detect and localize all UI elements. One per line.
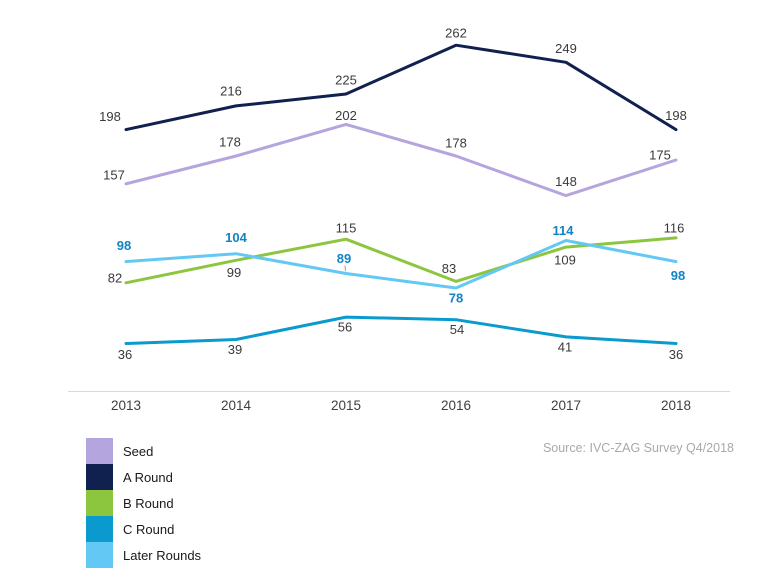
legend-item-later-rounds: Later Rounds	[86, 542, 201, 568]
data-label-later-rounds-2013: 98	[117, 238, 131, 253]
data-label-c-round-2016: 54	[450, 322, 464, 337]
data-label-a-round-2013: 198	[99, 109, 121, 124]
data-label-later-rounds-2017: 114	[553, 223, 575, 238]
source-caption: Source: IVC-ZAG Survey Q4/2018	[542, 441, 734, 455]
data-label-seed-2016: 178	[445, 136, 467, 151]
data-label-a-round-2016: 262	[445, 26, 467, 41]
data-label-later-rounds-2015: 89	[337, 251, 351, 266]
data-label-c-round-2014: 39	[228, 342, 242, 357]
legend-swatch-b-round	[86, 490, 113, 516]
legend-label-later-rounds: Later Rounds	[123, 547, 202, 563]
data-label-seed-2015: 202	[335, 108, 357, 123]
data-label-seed-2017: 148	[555, 174, 577, 189]
data-label-a-round-2015: 225	[335, 73, 357, 88]
data-label-b-round-2016: 83	[442, 261, 456, 276]
legend-swatch-c-round	[86, 516, 113, 542]
legend-swatch-a-round	[86, 464, 113, 490]
data-label-c-round-2013: 36	[118, 347, 132, 362]
x-axis-label-2014: 2014	[221, 398, 252, 413]
x-axis-label-2017: 2017	[551, 398, 581, 413]
legend-label-c-round: C Round	[123, 521, 175, 537]
chart-legend: Seed A Round B Round C Round Later Rounds	[86, 438, 201, 568]
legend-swatch-later-rounds	[86, 542, 113, 568]
series-line-a-round	[124, 43, 678, 132]
data-label-b-round-2017: 109	[554, 253, 576, 268]
legend-item-b-round: B Round	[86, 490, 201, 516]
legend-swatch-seed	[86, 438, 113, 464]
data-label-a-round-2018: 198	[665, 108, 687, 123]
data-label-seed-2018: 175	[649, 148, 671, 163]
data-label-b-round-2015: 115	[336, 221, 357, 236]
x-axis-label-2018: 2018	[661, 398, 691, 413]
series-line-c-round	[124, 315, 678, 345]
legend-label-a-round: A Round	[123, 469, 173, 485]
data-label-seed-2014: 178	[219, 135, 241, 150]
data-label-later-rounds-2016: 78	[449, 291, 463, 306]
series-line-b-round	[124, 236, 678, 285]
data-label-b-round-2014: 99	[227, 265, 241, 280]
legend-label-b-round: B Round	[123, 495, 174, 511]
data-label-c-round-2015: 56	[338, 320, 352, 335]
series-line-seed	[124, 122, 678, 198]
label-leader-line	[344, 265, 346, 272]
data-label-c-round-2018: 36	[669, 347, 683, 362]
legend-item-c-round: C Round	[86, 516, 201, 542]
data-label-c-round-2017: 41	[558, 339, 572, 354]
legend-item-seed: Seed	[86, 438, 201, 464]
legend-item-a-round: A Round	[86, 464, 201, 490]
data-label-later-rounds-2014: 104	[225, 230, 247, 245]
x-axis-label-2016: 2016	[441, 398, 471, 413]
series-line-later-rounds	[124, 239, 678, 290]
data-label-seed-2013: 157	[103, 167, 125, 182]
x-axis-label-2013: 2013	[111, 398, 141, 413]
x-axis-label-2015: 2015	[331, 398, 361, 413]
legend-label-seed: Seed	[123, 443, 154, 459]
data-label-b-round-2013: 82	[108, 270, 122, 285]
data-label-a-round-2014: 216	[220, 83, 242, 98]
line-chart-canvas: 2013 2014 2015 2016 2017 2018 157 178 202 178 148 1…	[68, 26, 730, 413]
data-label-b-round-2018: 116	[664, 220, 685, 235]
data-label-later-rounds-2018: 98	[671, 268, 685, 283]
data-label-a-round-2017: 249	[555, 41, 577, 56]
